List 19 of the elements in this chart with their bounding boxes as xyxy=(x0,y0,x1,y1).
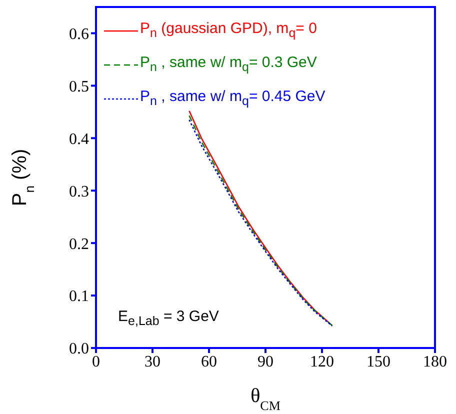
x-tick-label: 120 xyxy=(310,353,334,370)
x-tick-label: 0 xyxy=(92,353,100,370)
x-tick-label: 150 xyxy=(366,353,390,370)
y-tick-label: 0.4 xyxy=(69,130,89,148)
x-tick-label: 180 xyxy=(423,353,447,370)
y-tick-label: 0.1 xyxy=(69,288,89,306)
legend-label: P$_{n}$ , same w/ m$_{q}$= 0.45 GeV xyxy=(140,87,326,110)
legend-label: P$_{n}$ , same w/ m$_{q}$= 0.3 GeV xyxy=(140,53,317,76)
x-tick-label: 30 xyxy=(144,353,160,370)
x-tick-label: 90 xyxy=(258,353,274,370)
y-tick-label: 0.5 xyxy=(69,78,89,96)
x-tick-label: 60 xyxy=(201,353,217,370)
y-tick-label: 0.0 xyxy=(69,340,89,358)
y-tick-label: 0.6 xyxy=(69,26,89,43)
y-tick-label: 0.3 xyxy=(69,183,89,200)
annotation: E$_{e,Lab}$ = 3 GeV xyxy=(118,308,219,328)
legend-label: P$_{n}$ (gaussian GPD), m$_{q}$= 0 xyxy=(140,19,317,42)
x-axis-title: θ$_{CM}$ xyxy=(250,385,281,412)
y-tick-label: 0.2 xyxy=(69,236,89,253)
